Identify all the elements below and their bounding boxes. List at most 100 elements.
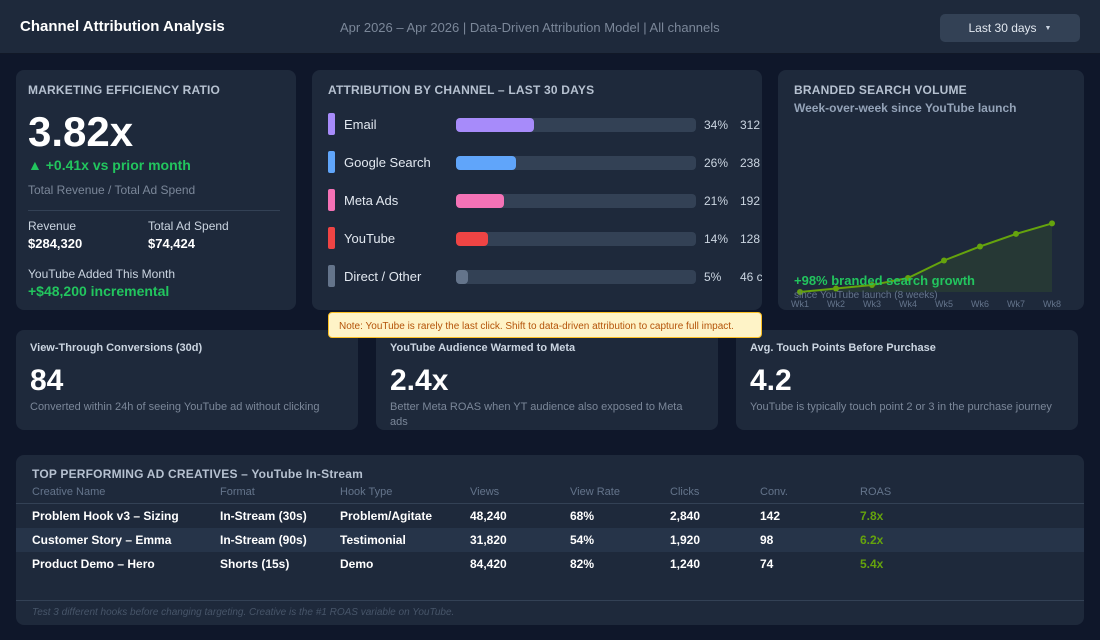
x-tick-label: Wk6 <box>971 299 989 309</box>
channel-swatch <box>328 227 335 249</box>
channel-bar <box>456 194 504 208</box>
x-tick-label: Wk8 <box>1043 299 1061 309</box>
branded-search-card: BRANDED SEARCH VOLUME Week-over-week sin… <box>778 70 1084 310</box>
branded-point <box>905 275 911 281</box>
channel-percent: 26% <box>704 156 729 170</box>
channel-conversions: 128 conv <box>740 232 762 246</box>
column-header: Clicks <box>670 486 700 498</box>
revenue-value: $284,320 <box>28 236 83 251</box>
table-cell: Customer Story – Emma <box>32 533 172 547</box>
creatives-title: TOP PERFORMING AD CREATIVES – YouTube In… <box>32 467 363 481</box>
table-cell: 82% <box>570 557 595 571</box>
table-cell: 98 <box>760 533 774 547</box>
kpi-card-audience-warmed: YouTube Audience Warmed to Meta 2.4x Bet… <box>376 330 718 430</box>
channel-name: YouTube <box>344 231 396 246</box>
table-row[interactable]: Product Demo – Hero Shorts (15s) Demo 84,42… <box>16 552 1084 576</box>
mer-value: 3.82x <box>28 108 134 155</box>
channel-conversions: 46 conv <box>740 270 762 284</box>
kpi-card-view-through: View-Through Conversions (30d) 84 Conver… <box>16 330 358 430</box>
channel-bar <box>456 156 516 170</box>
branded-point <box>1049 220 1055 227</box>
table-cell: In-Stream (30s) <box>220 509 307 523</box>
marketing-efficiency-card: MARKETING EFFICIENCY RATIO 3.82x ▲ +0.41… <box>16 70 296 310</box>
kpi-title: View-Through Conversions (30d) <box>30 342 203 354</box>
channel-bar-track <box>456 270 696 284</box>
date-range-dropdown[interactable]: Last 30 days ▼ <box>940 14 1080 42</box>
table-cell: 6.2x <box>860 533 884 547</box>
creatives-footer-tip: Test 3 different hooks before changing t… <box>32 607 455 618</box>
table-cell: In-Stream (90s) <box>220 533 307 547</box>
column-header: ROAS <box>860 486 892 498</box>
table-row[interactable]: Problem Hook v3 – Sizing In-Stream (30s) P… <box>16 504 1084 528</box>
x-tick-label: Wk4 <box>899 299 917 309</box>
column-header: Creative Name <box>32 486 106 498</box>
youtube-added-label: YouTube Added This Month <box>28 267 175 281</box>
mer-title: MARKETING EFFICIENCY RATIO <box>28 83 221 97</box>
branded-point <box>797 289 803 295</box>
branded-area <box>800 223 1052 292</box>
table-cell: 54% <box>570 533 595 547</box>
channel-bar <box>456 270 468 284</box>
channel-conversions: 238 conv <box>740 156 762 170</box>
creatives-table-card: TOP PERFORMING AD CREATIVES – YouTube In… <box>16 455 1084 625</box>
channel-row: Meta Ads 21% 192 conv <box>328 189 762 211</box>
table-cell: 74 <box>760 557 774 571</box>
attribution-card: ATTRIBUTION BY CHANNEL – LAST 30 DAYS Em… <box>312 70 762 310</box>
branded-point <box>833 285 839 292</box>
channel-bar-track <box>456 232 696 246</box>
top-bar: Channel Attribution Analysis Apr 2026 – … <box>0 0 1100 54</box>
channel-name: Meta Ads <box>344 193 399 208</box>
channel-row: Direct / Other 5% 46 conv <box>328 265 762 287</box>
kpi-description: YouTube is typically touch point 2 or 3 … <box>750 401 1052 413</box>
branded-line <box>799 222 1053 293</box>
channel-row: Email 34% 312 conv <box>328 113 762 135</box>
divider <box>28 210 280 211</box>
attribution-note: Note: YouTube is rarely the last click. … <box>328 312 762 338</box>
table-cell: 5.4x <box>860 557 884 571</box>
column-header: Hook Type <box>340 486 393 498</box>
column-header: View Rate <box>570 486 620 498</box>
branded-point <box>1013 230 1019 237</box>
table-cell: 48,240 <box>470 509 507 523</box>
table-cell: 84,420 <box>470 557 507 571</box>
channel-bar <box>456 118 534 132</box>
table-cell: Demo <box>340 557 374 571</box>
channel-bar-track <box>456 118 696 132</box>
channel-name: Google Search <box>344 155 431 170</box>
kpi-title: Avg. Touch Points Before Purchase <box>750 342 936 354</box>
branded-growth: +98% branded search growth <box>794 273 975 288</box>
branded-point <box>869 282 875 288</box>
channel-name: Direct / Other <box>344 269 422 284</box>
branded-growth-subtitle: since YouTube launch (8 weeks) <box>794 290 938 301</box>
channel-percent: 5% <box>704 270 722 284</box>
x-tick-label: Wk5 <box>935 299 953 309</box>
channel-percent: 14% <box>704 232 729 246</box>
table-cell: 1,920 <box>670 533 701 547</box>
youtube-added-value: +$48,200 incremental <box>28 283 170 299</box>
table-row[interactable]: Customer Story – Emma In-Stream (90s) Test… <box>16 528 1084 552</box>
x-tick-label: Wk2 <box>827 299 845 309</box>
column-header: Conv. <box>760 486 788 498</box>
channel-percent: 34% <box>704 118 729 132</box>
channel-swatch <box>328 265 335 287</box>
mer-formula: Total Revenue / Total Ad Spend <box>28 183 196 197</box>
kpi-title: YouTube Audience Warmed to Meta <box>390 342 576 354</box>
column-header: Views <box>470 486 500 498</box>
table-cell: 68% <box>570 509 595 523</box>
revenue-label: Revenue <box>28 219 77 233</box>
table-cell: Shorts (15s) <box>220 557 290 571</box>
branded-point <box>941 257 947 264</box>
channel-conversions: 192 conv <box>740 194 762 208</box>
kpi-value: 2.4x <box>390 364 449 397</box>
table-cell: Problem/Agitate <box>340 509 433 523</box>
kpi-value: 4.2 <box>750 364 792 397</box>
kpi-value: 84 <box>30 364 64 397</box>
report-subtitle: Apr 2026 – Apr 2026 | Data-Driven Attrib… <box>340 20 720 35</box>
branded-subtitle: Week-over-week since YouTube launch <box>794 101 1017 115</box>
channel-row: Google Search 26% 238 conv <box>328 151 762 173</box>
kpi-description: Converted within 24h of seeing YouTube a… <box>30 401 320 413</box>
chevron-down-icon: ▼ <box>1044 24 1052 32</box>
table-footer-divider <box>16 600 1084 601</box>
channel-swatch <box>328 113 335 135</box>
table-cell: 2,840 <box>670 509 701 523</box>
